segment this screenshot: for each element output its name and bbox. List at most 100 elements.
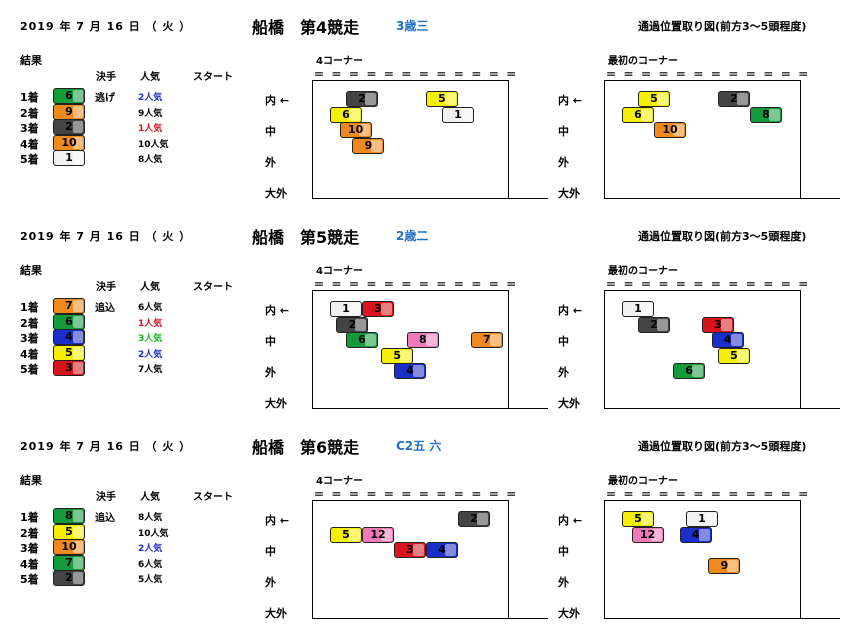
horse-marker: 2	[458, 511, 490, 527]
finish-style: 追込	[95, 303, 115, 314]
figure-title: 通過位置取り図(前方3～5頭程度)	[638, 20, 807, 33]
finish-horse-badge: 2	[53, 570, 85, 586]
race-date: 2019 年 7 月 16 日 （ 火 ）	[20, 440, 192, 453]
horse-number: 8	[418, 333, 427, 346]
horse-marker: 6	[622, 106, 654, 123]
horse-marker: 8	[750, 106, 782, 123]
corner4-track	[312, 500, 509, 619]
finish-popularity: 9人気	[138, 108, 163, 119]
track-bottom	[604, 408, 840, 409]
horse-number: 5	[65, 345, 73, 359]
header-popularity: 人気	[140, 282, 160, 293]
finish-place: 2着	[20, 526, 39, 540]
horse-number: 5	[650, 92, 658, 105]
horse-number: 4	[723, 333, 732, 346]
horse-number: 12	[370, 527, 386, 541]
finish-place: 5着	[20, 573, 39, 586]
lane-outer: 外	[265, 366, 276, 379]
lane-mid: 中	[265, 335, 276, 348]
corner4-track	[312, 80, 509, 199]
figure-title: 通過位置取り図(前方3～5頭程度)	[638, 230, 807, 243]
finish-popularity: 2人気	[138, 544, 163, 554]
finish-place: 4着	[20, 557, 39, 571]
horse-number: 5	[65, 524, 73, 538]
horse-marker: 6	[673, 363, 706, 379]
track-bottom	[312, 618, 548, 619]
finish-horse-badge: 6	[53, 313, 85, 330]
corner-first-title: 最初のコーナー	[608, 56, 678, 67]
horse-marker: 5	[426, 91, 458, 107]
finish-horse-badge: 6	[53, 88, 85, 104]
dash-row: ＝ ＝ ＝ ＝ ＝ ＝ ＝ ＝ ＝ ＝ ＝ ＝	[606, 490, 811, 501]
finish-place: 4着	[20, 137, 39, 151]
race-date: 2019 年 7 月 16 日 （ 火 ）	[20, 230, 192, 243]
lane-inner: 内 ←	[558, 94, 583, 107]
race-class: 2歳二	[396, 229, 429, 243]
finish-place: 4着	[20, 347, 39, 361]
horse-number: 4	[406, 364, 414, 377]
finish-popularity: 6人気	[138, 559, 163, 570]
track-bottom	[604, 618, 840, 619]
header-style: 決手	[96, 492, 116, 503]
horse-marker: 9	[708, 557, 741, 574]
results-label: 結果	[20, 54, 42, 67]
header-popularity: 人気	[140, 492, 160, 503]
header-style: 決手	[96, 282, 116, 293]
corner-first-track	[604, 290, 801, 409]
race-title: 船橋 第4競走	[252, 18, 360, 37]
horse-marker: 12	[362, 526, 394, 543]
race-class: C2五 六	[396, 439, 442, 453]
lane-outer: 外	[558, 576, 569, 589]
lane-outer: 外	[265, 156, 276, 169]
corner4-title: 4コーナー	[316, 56, 363, 67]
finish-popularity: 2人気	[138, 93, 163, 103]
horse-marker: 6	[346, 332, 378, 348]
horse-marker: 4	[711, 332, 744, 348]
horse-number: 3	[374, 302, 382, 315]
horse-marker: 3	[362, 301, 394, 317]
horse-marker: 3	[394, 542, 426, 558]
horse-number: 6	[634, 107, 642, 121]
finish-popularity: 1人気	[138, 124, 163, 134]
finish-horse-badge: 3	[53, 360, 85, 376]
race-block: 2019 年 7 月 16 日 （ 火 ） 船橋 第6競走 C2五 六 通過位置取り図…	[0, 420, 850, 625]
lane-far: 大外	[265, 397, 287, 410]
race-title: 船橋 第5競走	[252, 228, 360, 247]
finish-place: 2着	[20, 316, 39, 330]
finish-popularity: 10人気	[138, 139, 169, 150]
horse-number: 10	[347, 123, 364, 136]
lane-inner: 内 ←	[265, 514, 290, 527]
lane-outer: 外	[558, 156, 569, 169]
lane-inner: 内 ←	[558, 304, 583, 317]
horse-marker: 10	[339, 122, 372, 138]
horse-number: 4	[65, 330, 73, 343]
horse-marker: 2	[346, 91, 378, 107]
horse-number: 7	[65, 299, 73, 312]
horse-marker: 4	[426, 542, 458, 558]
horse-number: 12	[639, 527, 656, 541]
header-start: スタート	[193, 282, 233, 293]
horse-marker: 4	[679, 526, 712, 543]
finish-horse-badge: 8	[53, 508, 85, 524]
finish-place: 1着	[20, 511, 39, 524]
horse-number: 8	[762, 107, 770, 121]
finish-popularity: 5人気	[138, 575, 163, 585]
lane-far: 大外	[558, 607, 580, 620]
finish-popularity: 8人気	[138, 155, 163, 165]
horse-marker: 5	[622, 511, 654, 527]
horse-number: 2	[358, 92, 366, 105]
finish-horse-badge: 1	[53, 150, 85, 166]
finish-horse-badge: 7	[53, 298, 85, 314]
horse-number: 2	[348, 317, 357, 331]
lane-outer: 外	[265, 576, 276, 589]
dash-row: ＝ ＝ ＝ ＝ ＝ ＝ ＝ ＝ ＝ ＝ ＝ ＝	[314, 70, 519, 81]
horse-marker: 2	[638, 316, 670, 333]
dash-row: ＝ ＝ ＝ ＝ ＝ ＝ ＝ ＝ ＝ ＝ ＝ ＝	[606, 70, 811, 81]
corner-first-track	[604, 80, 801, 199]
race-date: 2019 年 7 月 16 日 （ 火 ）	[20, 20, 192, 33]
dash-row: ＝ ＝ ＝ ＝ ＝ ＝ ＝ ＝ ＝ ＝ ＝ ＝	[314, 280, 519, 291]
horse-number: 2	[65, 571, 73, 584]
finish-place: 3着	[20, 122, 39, 135]
figure-title: 通過位置取り図(前方3～5頭程度)	[638, 440, 807, 453]
finish-place: 2着	[20, 106, 39, 120]
